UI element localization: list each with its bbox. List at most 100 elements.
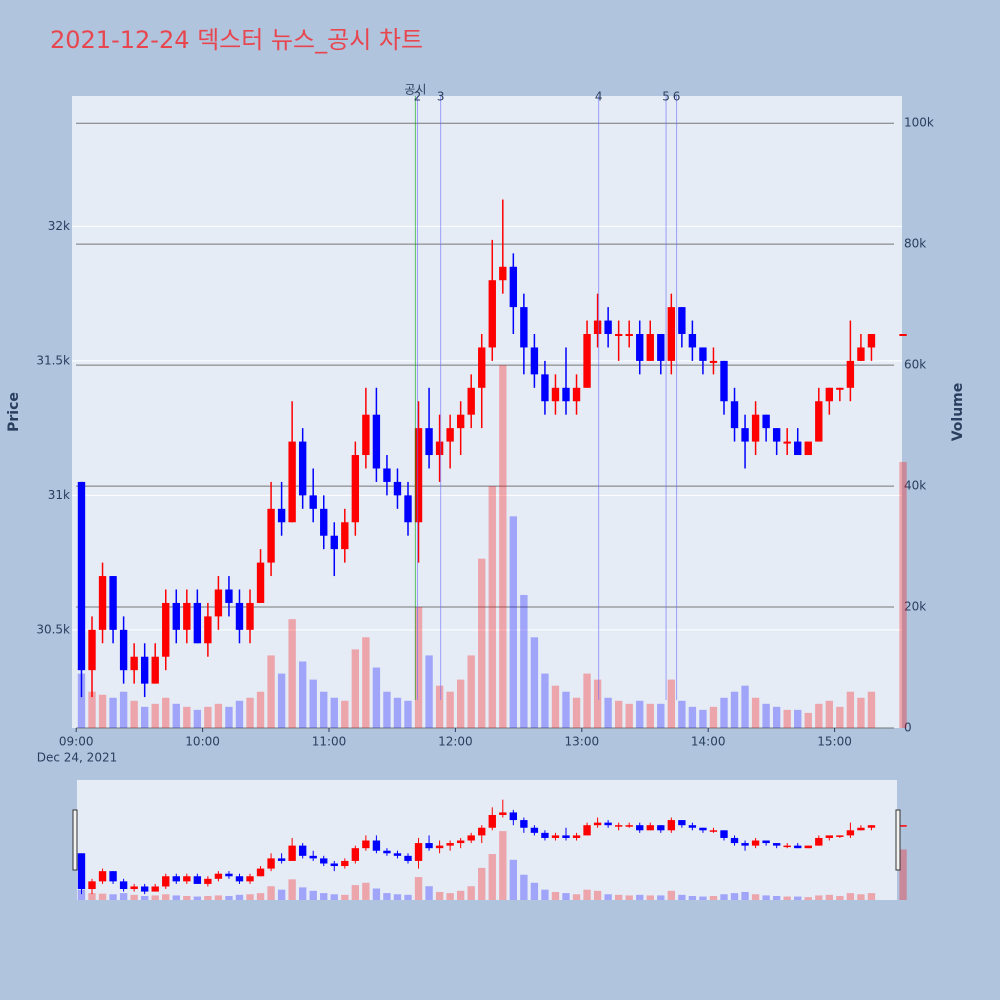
volume-bar	[193, 709, 202, 728]
slider-candle-body	[130, 886, 138, 890]
volume-bar	[478, 558, 486, 728]
candle-body	[77, 481, 86, 671]
volume-bar	[267, 655, 275, 728]
slider-candle-body	[846, 830, 855, 836]
candle-body	[614, 334, 623, 337]
slider-volume-bar	[183, 895, 191, 900]
candle-body	[162, 602, 170, 657]
slider-candle-body	[614, 825, 623, 827]
volume-bar	[625, 703, 633, 728]
slider-handle[interactable]	[895, 809, 901, 871]
candle-body	[499, 266, 507, 281]
slider-volume-bar	[530, 882, 539, 900]
slider-volume-bar	[288, 879, 296, 900]
candle-body	[667, 307, 676, 361]
annotation-label: 6	[673, 90, 681, 104]
candle-body	[435, 441, 444, 456]
slider-volume-bar	[393, 894, 402, 900]
slider-candle-body	[77, 853, 86, 890]
slider-volume-bar	[583, 889, 591, 900]
candle-body	[625, 334, 633, 337]
candle-body	[730, 401, 739, 429]
slider-candle-body	[562, 835, 570, 838]
slider-candle-body	[246, 876, 254, 882]
candle-body	[267, 508, 275, 563]
slider-volume-bar	[98, 893, 107, 900]
slider-candle-body	[593, 822, 602, 826]
slider-volume-bar	[804, 897, 812, 900]
volume-bar	[751, 697, 760, 728]
candle-body	[772, 428, 781, 442]
slider-volume-bar	[214, 895, 223, 900]
slider-candle-body	[183, 876, 191, 882]
volume-bar	[857, 697, 865, 728]
volume-bar	[404, 700, 412, 728]
y-axis-title: Price	[6, 392, 22, 432]
volume-bar	[678, 700, 686, 728]
y2-tick-label: 60k	[904, 358, 926, 372]
slider-volume-bar	[151, 895, 159, 900]
slider-candle-body	[425, 843, 433, 849]
slider-volume-bar	[572, 894, 581, 900]
slider-volume-bar	[456, 890, 465, 900]
volume-bar	[499, 365, 507, 728]
volume-bar	[309, 679, 317, 728]
x-tick-label: 15:00	[817, 735, 852, 749]
volume-bar	[541, 673, 549, 728]
slider-volume-bar	[541, 889, 549, 900]
annotation-label: 3	[437, 90, 445, 104]
x-tick-label: 12:00	[438, 735, 473, 749]
slider-volume-bar	[478, 867, 486, 900]
slider-candle-body	[772, 843, 781, 846]
slider-volume-bar	[277, 889, 286, 900]
candle-body	[330, 535, 338, 550]
candle-body	[857, 347, 865, 361]
slider-volume-bar	[551, 891, 560, 900]
slider-candle-body	[467, 835, 475, 841]
slider-handle[interactable]	[72, 809, 78, 871]
slider-volume-bar	[509, 859, 518, 900]
slider-candle-body	[499, 812, 507, 815]
slider-candle-body	[857, 827, 865, 831]
slider-candle-body	[836, 835, 844, 837]
volume-bar	[225, 706, 233, 728]
y2-tick-label: 80k	[904, 237, 926, 251]
range-slider[interactable]	[77, 780, 897, 900]
slider-volume-bar	[836, 895, 844, 900]
slider-candle-body	[583, 825, 591, 836]
candle-body	[119, 629, 128, 671]
x-tick-label: 14:00	[691, 735, 726, 749]
slider-volume-bar	[636, 894, 644, 900]
volume-bar	[741, 685, 749, 728]
slider-candle-body	[709, 830, 718, 832]
slider-candle-body	[383, 850, 391, 854]
volume-bar	[562, 691, 570, 728]
slider-candle-body	[751, 840, 760, 846]
slider-volume-bar	[130, 894, 138, 900]
volume-bar	[414, 607, 423, 728]
slider-candle-body	[393, 853, 402, 856]
slider-candle-body	[541, 832, 549, 838]
slider-volume-bar	[625, 895, 633, 900]
candle-body	[551, 387, 560, 402]
candle-body	[98, 576, 107, 630]
volume-bar	[509, 516, 518, 728]
volume-bar	[162, 697, 170, 728]
volume-bar	[98, 694, 107, 728]
volume-bar	[730, 691, 739, 728]
volume-bar	[298, 661, 307, 728]
slider-volume-bar	[140, 895, 149, 900]
volume-bar	[530, 637, 539, 728]
slider-volume-bar	[699, 896, 707, 900]
slider-volume-bar	[562, 893, 570, 900]
candle-body	[804, 441, 812, 456]
volume-bar	[794, 709, 802, 728]
slider-candle-body	[657, 825, 665, 831]
volume-bar	[435, 685, 444, 728]
volume-bar	[572, 697, 581, 728]
volume-bar	[488, 486, 496, 728]
slider-volume-bar	[467, 886, 475, 900]
candle-body	[688, 334, 697, 348]
volume-bar	[646, 703, 654, 728]
